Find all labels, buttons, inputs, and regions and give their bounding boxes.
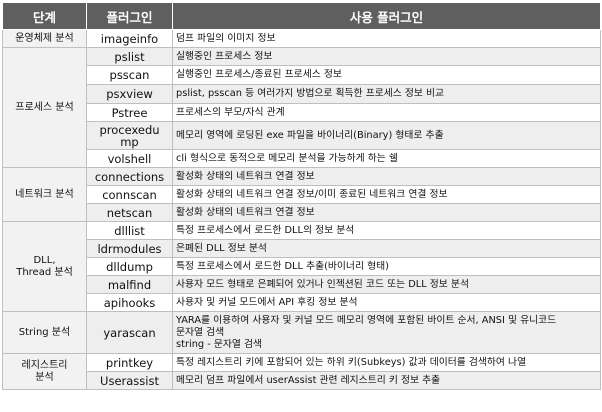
table-row: 레지스트리 분석 printkey 특정 레지스트리 키에 포함되어 있는 하위 키(… [2, 353, 601, 390]
table-row: 운영체제 분석 imageinfo 덤프 파일의 이미지 정보 [2, 29, 601, 48]
description-line: 실행중인 프로세스 정보 [176, 50, 273, 62]
table-row: psxview pslist, psscan 등 여러가지 방법으로 획득한 프로… [3, 84, 601, 104]
stage-cell: 운영체제 분석 [2, 29, 87, 48]
plugin-description-cell: 사용자 및 커널 모드에서 API 후킹 정보 분석 [172, 293, 601, 312]
stage-cell: 프로세스 분석 [2, 47, 87, 168]
header-stage: 단계 [2, 2, 87, 30]
table-row: DLL, Thread 분석 dlllist 특정 프로세스에서 로드한 DLL의 정… [2, 221, 601, 312]
plugin-description-cell: 사용자 모드 형태로 은폐되어 있거나 인젝션된 코드 또는 DLL 정보 분석 [172, 275, 601, 294]
description-line: 메모리 덤프 파일에서 userAssist 관련 레지스트리 키 정보 추출 [176, 374, 441, 386]
description-line: 활성화 상태의 네트워크 연결 정보 [176, 170, 315, 182]
description-line: 프로세스의 부모/자식 관계 [176, 106, 285, 118]
plugin-description-cell: 메모리 덤프 파일에서 userAssist 관련 레지스트리 키 정보 추출 [172, 371, 601, 390]
description-line: 특정 프로세스에서 로드한 DLL의 정보 분석 [176, 224, 355, 236]
table-row: psscan 실행중인 프로세스/종료된 프로세스 정보 [3, 65, 601, 85]
plugin-description-cell: 활성화 상태의 네트워크 연결 정보 [172, 167, 601, 186]
description-line: 덤프 파일의 이미지 정보 [176, 32, 276, 44]
header-row: 단계 플러그인 사용 플러그인 [2, 2, 601, 30]
plugin-name-cell: imageinfo [86, 29, 173, 48]
plugin-description-cell: YARA를 이용하여 사용자 및 커널 모드 메모리 영역에 포함된 바이트 순… [172, 311, 601, 354]
plugin-description-cell: pslist, psscan 등 여러가지 방법으로 획득한 프로세스 정보 비… [172, 84, 601, 104]
table-row: Userassist 메모리 덤프 파일에서 userAssist 관련 레지스트… [3, 371, 601, 390]
table-row: apihooks 사용자 및 커널 모드에서 API 후킹 정보 분석 [3, 293, 601, 312]
plugin-description-cell: 메모리 영역에 로딩된 exe 파일을 바이너리(Binary) 형태로 추출 [172, 121, 601, 150]
description-line: 사용자 및 커널 모드에서 API 후킹 정보 분석 [176, 296, 358, 308]
description-line: 문자열 검색 [176, 326, 225, 338]
table-row: procexedu mp 메모리 영역에 로딩된 exe 파일을 바이너리(Bina… [3, 121, 601, 150]
plugin-name-cell: apihooks [86, 293, 173, 312]
plugin-name-cell: yarascan [86, 311, 173, 354]
description-line: 메모리 영역에 로딩된 exe 파일을 바이너리(Binary) 형태로 추출 [176, 129, 444, 141]
table-row: malfind 사용자 모드 형태로 은폐되어 있거나 인젝션된 코드 또는 DL… [3, 275, 601, 294]
description-line: cli 형식으로 동적으로 메모리 분석을 가능하게 하는 쉘 [176, 152, 398, 164]
plugin-description-cell: 특정 프로세스에서 로드한 DLL의 정보 분석 [172, 221, 601, 240]
table-row: connscan 활성화 상태의 네트워크 연결 정보/이미 종료된 네트워크 연… [3, 185, 601, 204]
description-line: 사용자 모드 형태로 은폐되어 있거나 인젝션된 코드 또는 DLL 정보 분석 [176, 278, 469, 290]
plugin-name-cell: dlldump [86, 257, 173, 276]
plugin-description-cell: 은폐된 DLL 정보 분석 [172, 239, 601, 258]
plugin-name-cell: pslist [86, 47, 173, 66]
table-row: 프로세스 분석 pslist 실행중인 프로세스 정보 [2, 47, 601, 168]
plugin-name-cell: netscan [86, 203, 173, 222]
description-line: 활성화 상태의 네트워크 연결 정보 [176, 206, 315, 218]
plugin-description-cell: 프로세스의 부모/자식 관계 [172, 103, 601, 122]
description-line: 특정 프로세스에서 로드한 DLL 추출(바이너리 형태) [176, 260, 389, 272]
stage-cell: 레지스트리 분석 [2, 353, 87, 390]
table-row: dlldump 특정 프로세스에서 로드한 DLL 추출(바이너리 형태) [3, 257, 601, 276]
stage-cell: DLL, Thread 분석 [2, 221, 87, 312]
plugin-name-line: mp [120, 134, 139, 149]
stage-cell: 네트워크 분석 [2, 167, 87, 222]
stage-line: Thread 분석 [16, 266, 73, 278]
description-line: 활성화 상태의 네트워크 연결 정보/이미 종료된 네트워크 연결 정보 [176, 188, 448, 200]
plugin-name-line: procexedu [99, 122, 160, 137]
plugin-name-cell: psscan [86, 65, 173, 85]
table-row: volshell cli 형식으로 동적으로 메모리 분석을 가능하게 하는 쉘 [3, 149, 601, 168]
plugin-description-cell: 특정 프로세스에서 로드한 DLL 추출(바이너리 형태) [172, 257, 601, 276]
plugin-name-cell: malfind [86, 275, 173, 294]
plugin-description-cell: 덤프 파일의 이미지 정보 [172, 29, 601, 48]
table-row: Pstree 프로세스의 부모/자식 관계 [3, 103, 601, 122]
plugin-name-cell: printkey [86, 353, 173, 372]
description-line: pslist, psscan 등 여러가지 방법으로 획득한 프로세스 정보 비… [176, 88, 445, 99]
description-line: 실행중인 프로세스/종료된 프로세스 정보 [176, 69, 342, 80]
plugin-name-cell: Pstree [86, 103, 173, 122]
header-plugin: 플러그인 [86, 2, 173, 30]
plugin-table-container: 단계 플러그인 사용 플러그인 운영체제 분석 imageinfo 덤프 파일의 이… [2, 2, 601, 390]
table-row: ldrmodules 은폐된 DLL 정보 분석 [3, 239, 601, 258]
table-row: String 분석 yarascan YARA를 이용하여 사용자 및 커널 모드 … [2, 311, 601, 354]
stage-cell: String 분석 [2, 311, 87, 354]
header-usage: 사용 플러그인 [172, 2, 601, 30]
plugin-description-cell: 활성화 상태의 네트워크 연결 정보 [172, 203, 601, 222]
plugin-name-cell: Userassist [86, 371, 173, 390]
description-line: 은폐된 DLL 정보 분석 [176, 242, 267, 254]
plugin-name-cell: dlllist [86, 221, 173, 240]
plugin-description-cell: 실행중인 프로세스/종료된 프로세스 정보 [172, 65, 601, 85]
plugin-description-cell: cli 형식으로 동적으로 메모리 분석을 가능하게 하는 쉘 [172, 149, 601, 168]
stage-line: 분석 [35, 371, 54, 383]
plugin-description-cell: 실행중인 프로세스 정보 [172, 47, 601, 66]
table-header: 단계 플러그인 사용 플러그인 [2, 2, 601, 30]
plugin-name-cell: connscan [86, 185, 173, 204]
table-row: netscan 활성화 상태의 네트워크 연결 정보 [3, 203, 601, 222]
stage-line: DLL, [33, 254, 56, 266]
table-body: 운영체제 분석 imageinfo 덤프 파일의 이미지 정보 프로세스 분석 psli… [2, 29, 601, 390]
plugin-name-cell: psxview [86, 84, 173, 104]
stage-line: 레지스트리 [21, 359, 68, 371]
plugin-description-cell: 특정 레지스트리 키에 포함되어 있는 하위 키(Subkeys) 값과 데이터… [172, 353, 601, 372]
plugin-name-cell: procexedu mp [86, 121, 173, 150]
plugin-name-cell: connections [86, 167, 173, 186]
description-line: 특정 레지스트리 키에 포함되어 있는 하위 키(Subkeys) 값과 데이터… [176, 356, 527, 368]
description-line: string - 문자열 검색 [176, 338, 263, 350]
volatility-plugin-table: 단계 플러그인 사용 플러그인 운영체제 분석 imageinfo 덤프 파일의 이… [2, 2, 601, 390]
table-row: 네트워크 분석 connections 활성화 상태의 네트워크 연결 정보 [2, 167, 601, 222]
plugin-name-cell: volshell [86, 149, 173, 168]
plugin-name-cell: ldrmodules [86, 239, 173, 258]
description-line: YARA를 이용하여 사용자 및 커널 모드 메모리 영역에 포함된 바이트 순… [176, 314, 557, 326]
plugin-description-cell: 활성화 상태의 네트워크 연결 정보/이미 종료된 네트워크 연결 정보 [172, 185, 601, 204]
